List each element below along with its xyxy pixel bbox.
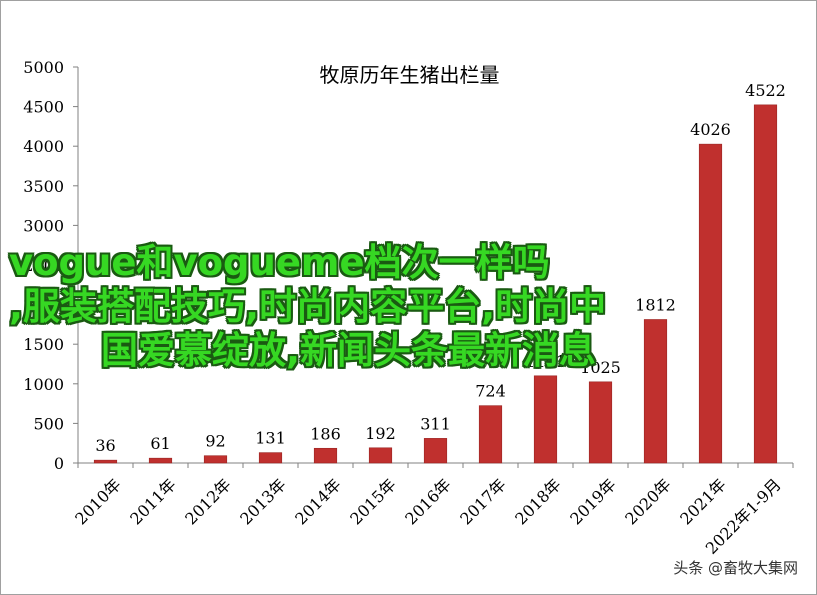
y-tick-label: 3500 [23, 177, 64, 196]
category-label: 2012年 [181, 475, 235, 529]
bar [148, 457, 173, 464]
data-label: 192 [365, 424, 396, 443]
y-tick-label: 4000 [23, 137, 64, 156]
category-label: 2011年 [126, 475, 180, 529]
y-tick-label: 2000 [23, 296, 64, 315]
y-tick-label: 1000 [23, 375, 64, 394]
bar [478, 405, 503, 464]
y-tick-label: 2500 [23, 256, 64, 275]
data-label: 36 [95, 436, 115, 455]
category-label: 2014年 [291, 475, 345, 529]
bar [698, 143, 723, 464]
y-tick-label: 1500 [23, 335, 64, 354]
category-label: 2021年 [676, 475, 730, 529]
data-label: 1025 [580, 358, 621, 377]
overlay-line-3: 国爱慕绽放,新闻头条最新消息 [101, 329, 597, 372]
bar [588, 381, 613, 464]
chart-title: 牧原历年生猪出栏量 [319, 63, 500, 87]
category-label: 2013年 [236, 475, 290, 529]
category-label: 2019年 [566, 475, 620, 529]
data-label: 311 [420, 414, 451, 433]
data-label: 724 [475, 382, 506, 401]
bar [313, 447, 338, 464]
y-tick-label: 500 [33, 414, 64, 433]
data-label: 92 [205, 432, 225, 451]
category-label: 2017年 [456, 475, 510, 529]
watermark-text: 头条 @畜牧大集网 [673, 559, 798, 577]
data-label: 131 [255, 429, 286, 448]
y-tick-label: 4500 [23, 98, 64, 117]
bar [203, 455, 228, 464]
category-label: 2020年 [621, 475, 675, 529]
category-label: 2016年 [401, 475, 455, 529]
bar [533, 375, 558, 464]
y-tick-label: 5000 [23, 58, 64, 77]
data-label: 4522 [745, 81, 786, 100]
data-label: 1101 [525, 352, 566, 371]
y-tick-label: 0 [54, 454, 64, 473]
data-label: 61 [150, 434, 170, 453]
bar [643, 319, 668, 464]
bar [423, 438, 448, 464]
data-label: 1812 [635, 295, 676, 314]
category-label: 2010年 [71, 475, 125, 529]
category-label: 2015年 [346, 475, 400, 529]
overlay-line-1: vogue和vogueme档次一样吗 [9, 241, 550, 284]
bar [753, 104, 778, 464]
category-label: 2018年 [511, 475, 565, 529]
bar [368, 447, 393, 464]
bar [93, 459, 118, 464]
data-label: 4026 [690, 120, 731, 139]
data-label: 186 [310, 424, 341, 443]
overlay-line-2: ,服装搭配技巧,时尚内容平台,时尚中 [9, 285, 607, 328]
y-tick-label: 3000 [23, 216, 64, 235]
bar [258, 452, 283, 464]
